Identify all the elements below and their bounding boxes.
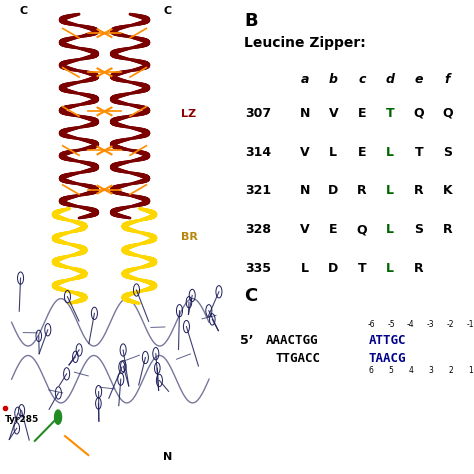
Text: TAACG: TAACG bbox=[369, 352, 406, 365]
Text: TTGACC: TTGACC bbox=[276, 352, 321, 365]
Text: S: S bbox=[414, 223, 423, 236]
Text: V: V bbox=[300, 146, 310, 158]
Text: S: S bbox=[443, 146, 452, 158]
Text: T: T bbox=[357, 262, 366, 275]
Text: C: C bbox=[19, 6, 27, 16]
Text: -3: -3 bbox=[427, 320, 435, 329]
Text: e: e bbox=[415, 73, 423, 86]
Text: 5: 5 bbox=[389, 366, 393, 375]
Text: Q: Q bbox=[414, 107, 424, 119]
Text: 314: 314 bbox=[245, 146, 271, 158]
Text: N: N bbox=[300, 184, 310, 197]
Text: 335: 335 bbox=[245, 262, 271, 275]
Text: Q: Q bbox=[442, 107, 453, 119]
Text: 5’: 5’ bbox=[239, 334, 253, 347]
Text: Leucine Zipper:: Leucine Zipper: bbox=[245, 36, 366, 50]
Text: f: f bbox=[445, 73, 450, 86]
Text: LZ: LZ bbox=[181, 109, 196, 119]
Text: 2: 2 bbox=[448, 366, 453, 375]
Text: -4: -4 bbox=[407, 320, 415, 329]
Text: R: R bbox=[357, 184, 367, 197]
Text: L: L bbox=[386, 262, 394, 275]
Text: b: b bbox=[329, 73, 338, 86]
Text: a: a bbox=[301, 73, 309, 86]
Text: Tyr285: Tyr285 bbox=[5, 415, 39, 424]
Text: 6: 6 bbox=[369, 366, 374, 375]
Text: 321: 321 bbox=[245, 184, 271, 197]
Text: 3: 3 bbox=[428, 366, 433, 375]
Text: d: d bbox=[386, 73, 395, 86]
Text: E: E bbox=[357, 107, 366, 119]
Text: N: N bbox=[300, 107, 310, 119]
Text: D: D bbox=[328, 184, 338, 197]
Text: -1: -1 bbox=[466, 320, 474, 329]
Circle shape bbox=[55, 410, 62, 424]
Text: AAACTGG: AAACTGG bbox=[266, 334, 319, 347]
Text: -2: -2 bbox=[447, 320, 454, 329]
Text: 307: 307 bbox=[245, 107, 271, 119]
Text: C: C bbox=[163, 6, 171, 16]
Text: -6: -6 bbox=[367, 320, 375, 329]
Text: -5: -5 bbox=[387, 320, 395, 329]
Text: ATTGC: ATTGC bbox=[369, 334, 406, 347]
Text: BR: BR bbox=[181, 232, 198, 242]
Text: T: T bbox=[415, 146, 423, 158]
Text: L: L bbox=[386, 184, 394, 197]
Text: 4: 4 bbox=[409, 366, 413, 375]
Text: E: E bbox=[357, 146, 366, 158]
Text: L: L bbox=[386, 146, 394, 158]
Text: K: K bbox=[443, 184, 452, 197]
Text: L: L bbox=[301, 262, 309, 275]
Text: c: c bbox=[358, 73, 365, 86]
Text: E: E bbox=[329, 223, 337, 236]
Text: 1: 1 bbox=[468, 366, 473, 375]
Text: T: T bbox=[386, 107, 395, 119]
Text: Q: Q bbox=[356, 223, 367, 236]
Text: L: L bbox=[386, 223, 394, 236]
Text: V: V bbox=[328, 107, 338, 119]
Text: 328: 328 bbox=[245, 223, 271, 236]
Text: R: R bbox=[443, 223, 452, 236]
Text: V: V bbox=[300, 223, 310, 236]
Text: L: L bbox=[329, 146, 337, 158]
Text: B: B bbox=[245, 12, 258, 30]
Text: C: C bbox=[245, 287, 257, 305]
Text: R: R bbox=[414, 184, 424, 197]
Text: R: R bbox=[414, 262, 424, 275]
Text: N: N bbox=[163, 452, 172, 462]
Text: D: D bbox=[328, 262, 338, 275]
